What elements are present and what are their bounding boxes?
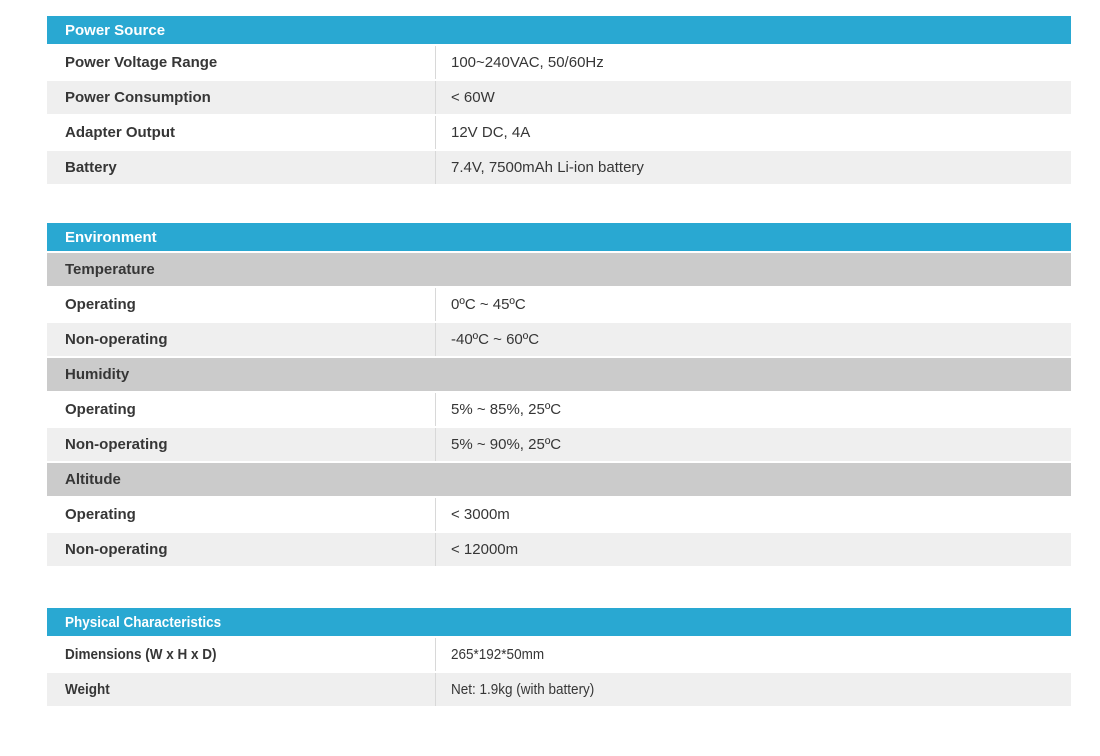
spec-label-cell: Power Consumption: [47, 81, 435, 114]
spec-row-dimensions-w-x-h-x-d: Dimensions (W x H x D) 265*192*50mm: [47, 638, 1071, 673]
spec-label-cell: Weight: [47, 673, 435, 706]
spec-label-cell: Operating: [47, 498, 435, 531]
subheader-row-temperature: Temperature: [47, 253, 1071, 288]
spec-value-cell: Net: 1.9kg (with battery): [435, 673, 1071, 706]
spec-label-text: Operating: [65, 296, 136, 313]
spec-row-operating: Operating 5% ~ 85%, 25ºC: [47, 393, 1071, 428]
spec-value-text: 0ºC ~ 45ºC: [451, 296, 526, 313]
spec-label-cell: Adapter Output: [47, 116, 435, 149]
spec-label-text: Power Consumption: [65, 89, 211, 106]
spec-label-text: Adapter Output: [65, 124, 175, 141]
spec-value-text: 265*192*50mm: [451, 646, 545, 663]
subheader-label: Humidity: [47, 358, 129, 391]
spec-tables-container: Power Source Power Voltage Range 100~240VA…: [47, 16, 1100, 708]
spec-value-text: -40ºC ~ 60ºC: [451, 331, 540, 348]
spec-row-non-operating: Non-operating -40ºC ~ 60ºC: [47, 323, 1071, 358]
subheader-label: Temperature: [47, 253, 155, 286]
subheader-label-text: Altitude: [65, 471, 121, 488]
section-header-physical-characteristics: Physical Characteristics: [47, 608, 1071, 638]
spec-value-cell: 100~240VAC, 50/60Hz: [435, 46, 1071, 79]
spec-label-cell: Non-operating: [47, 533, 435, 566]
spec-value-cell: 7.4V, 7500mAh Li-ion battery: [435, 151, 1071, 184]
spec-value-text: < 12000m: [451, 541, 519, 558]
spec-label-cell: Operating: [47, 288, 435, 321]
spec-label-text: Non-operating: [65, 331, 168, 348]
spec-label-cell: Power Voltage Range: [47, 46, 435, 79]
spec-value-cell: 0ºC ~ 45ºC: [435, 288, 1071, 321]
spec-label-text: Non-operating: [65, 436, 168, 453]
spec-table-environment: Environment Temperature Operating 0ºC ~ 45º…: [47, 223, 1071, 568]
spec-table-physical-characteristics: Physical Characteristics Dimensions (W x …: [47, 608, 1071, 708]
spec-value-text: 12V DC, 4A: [451, 124, 531, 141]
spec-value-cell: < 12000m: [435, 533, 1071, 566]
section-title: Environment: [65, 228, 157, 246]
section-header-environment: Environment: [47, 223, 1071, 253]
spec-value-text: < 3000m: [451, 506, 510, 523]
spec-value-text: 5% ~ 90%, 25ºC: [451, 436, 562, 453]
subheader-row-humidity: Humidity: [47, 358, 1071, 393]
spec-row-weight: Weight Net: 1.9kg (with battery): [47, 673, 1071, 708]
spec-value-cell: 5% ~ 85%, 25ºC: [435, 393, 1071, 426]
spec-label-text: Dimensions (W x H x D): [65, 646, 217, 663]
subheader-label-text: Humidity: [65, 366, 130, 383]
spec-label-text: Power Voltage Range: [65, 54, 218, 71]
spec-label-cell: Dimensions (W x H x D): [47, 638, 435, 671]
spec-row-operating: Operating < 3000m: [47, 498, 1071, 533]
spec-label-cell: Non-operating: [47, 428, 435, 461]
spec-value-text: < 60W: [451, 89, 495, 106]
subheader-row-altitude: Altitude: [47, 463, 1071, 498]
spec-value-text: 5% ~ 85%, 25ºC: [451, 401, 562, 418]
spec-row-power-consumption: Power Consumption < 60W: [47, 81, 1071, 116]
spec-value-text: Net: 1.9kg (with battery): [451, 681, 595, 698]
section-title: Power Source: [65, 21, 166, 39]
spec-row-non-operating: Non-operating < 12000m: [47, 533, 1071, 568]
spec-row-non-operating: Non-operating 5% ~ 90%, 25ºC: [47, 428, 1071, 463]
section-title: Physical Characteristics: [65, 613, 222, 631]
spec-row-battery: Battery 7.4V, 7500mAh Li-ion battery: [47, 151, 1071, 186]
spec-value-cell: 12V DC, 4A: [435, 116, 1071, 149]
spec-value-cell: < 3000m: [435, 498, 1071, 531]
spec-label-text: Non-operating: [65, 541, 168, 558]
spec-label-text: Weight: [65, 681, 110, 698]
spec-row-power-voltage-range: Power Voltage Range 100~240VAC, 50/60Hz: [47, 46, 1071, 81]
spec-label-cell: Non-operating: [47, 323, 435, 356]
spec-value-cell: -40ºC ~ 60ºC: [435, 323, 1071, 356]
spec-value-cell: 5% ~ 90%, 25ºC: [435, 428, 1071, 461]
spec-value-text: 100~240VAC, 50/60Hz: [451, 54, 604, 71]
spec-value-cell: < 60W: [435, 81, 1071, 114]
subheader-label: Altitude: [47, 463, 121, 496]
spec-value-cell: 265*192*50mm: [435, 638, 1071, 671]
spec-row-operating: Operating 0ºC ~ 45ºC: [47, 288, 1071, 323]
subheader-label-text: Temperature: [65, 261, 155, 278]
spec-label-text: Operating: [65, 506, 136, 523]
spec-value-text: 7.4V, 7500mAh Li-ion battery: [451, 159, 644, 176]
spec-label-cell: Battery: [47, 151, 435, 184]
spec-label-cell: Operating: [47, 393, 435, 426]
spec-row-adapter-output: Adapter Output 12V DC, 4A: [47, 116, 1071, 151]
spec-label-text: Operating: [65, 401, 136, 418]
section-header-power-source: Power Source: [47, 16, 1071, 46]
spec-label-text: Battery: [65, 159, 117, 176]
spec-table-power-source: Power Source Power Voltage Range 100~240VA…: [47, 16, 1071, 186]
